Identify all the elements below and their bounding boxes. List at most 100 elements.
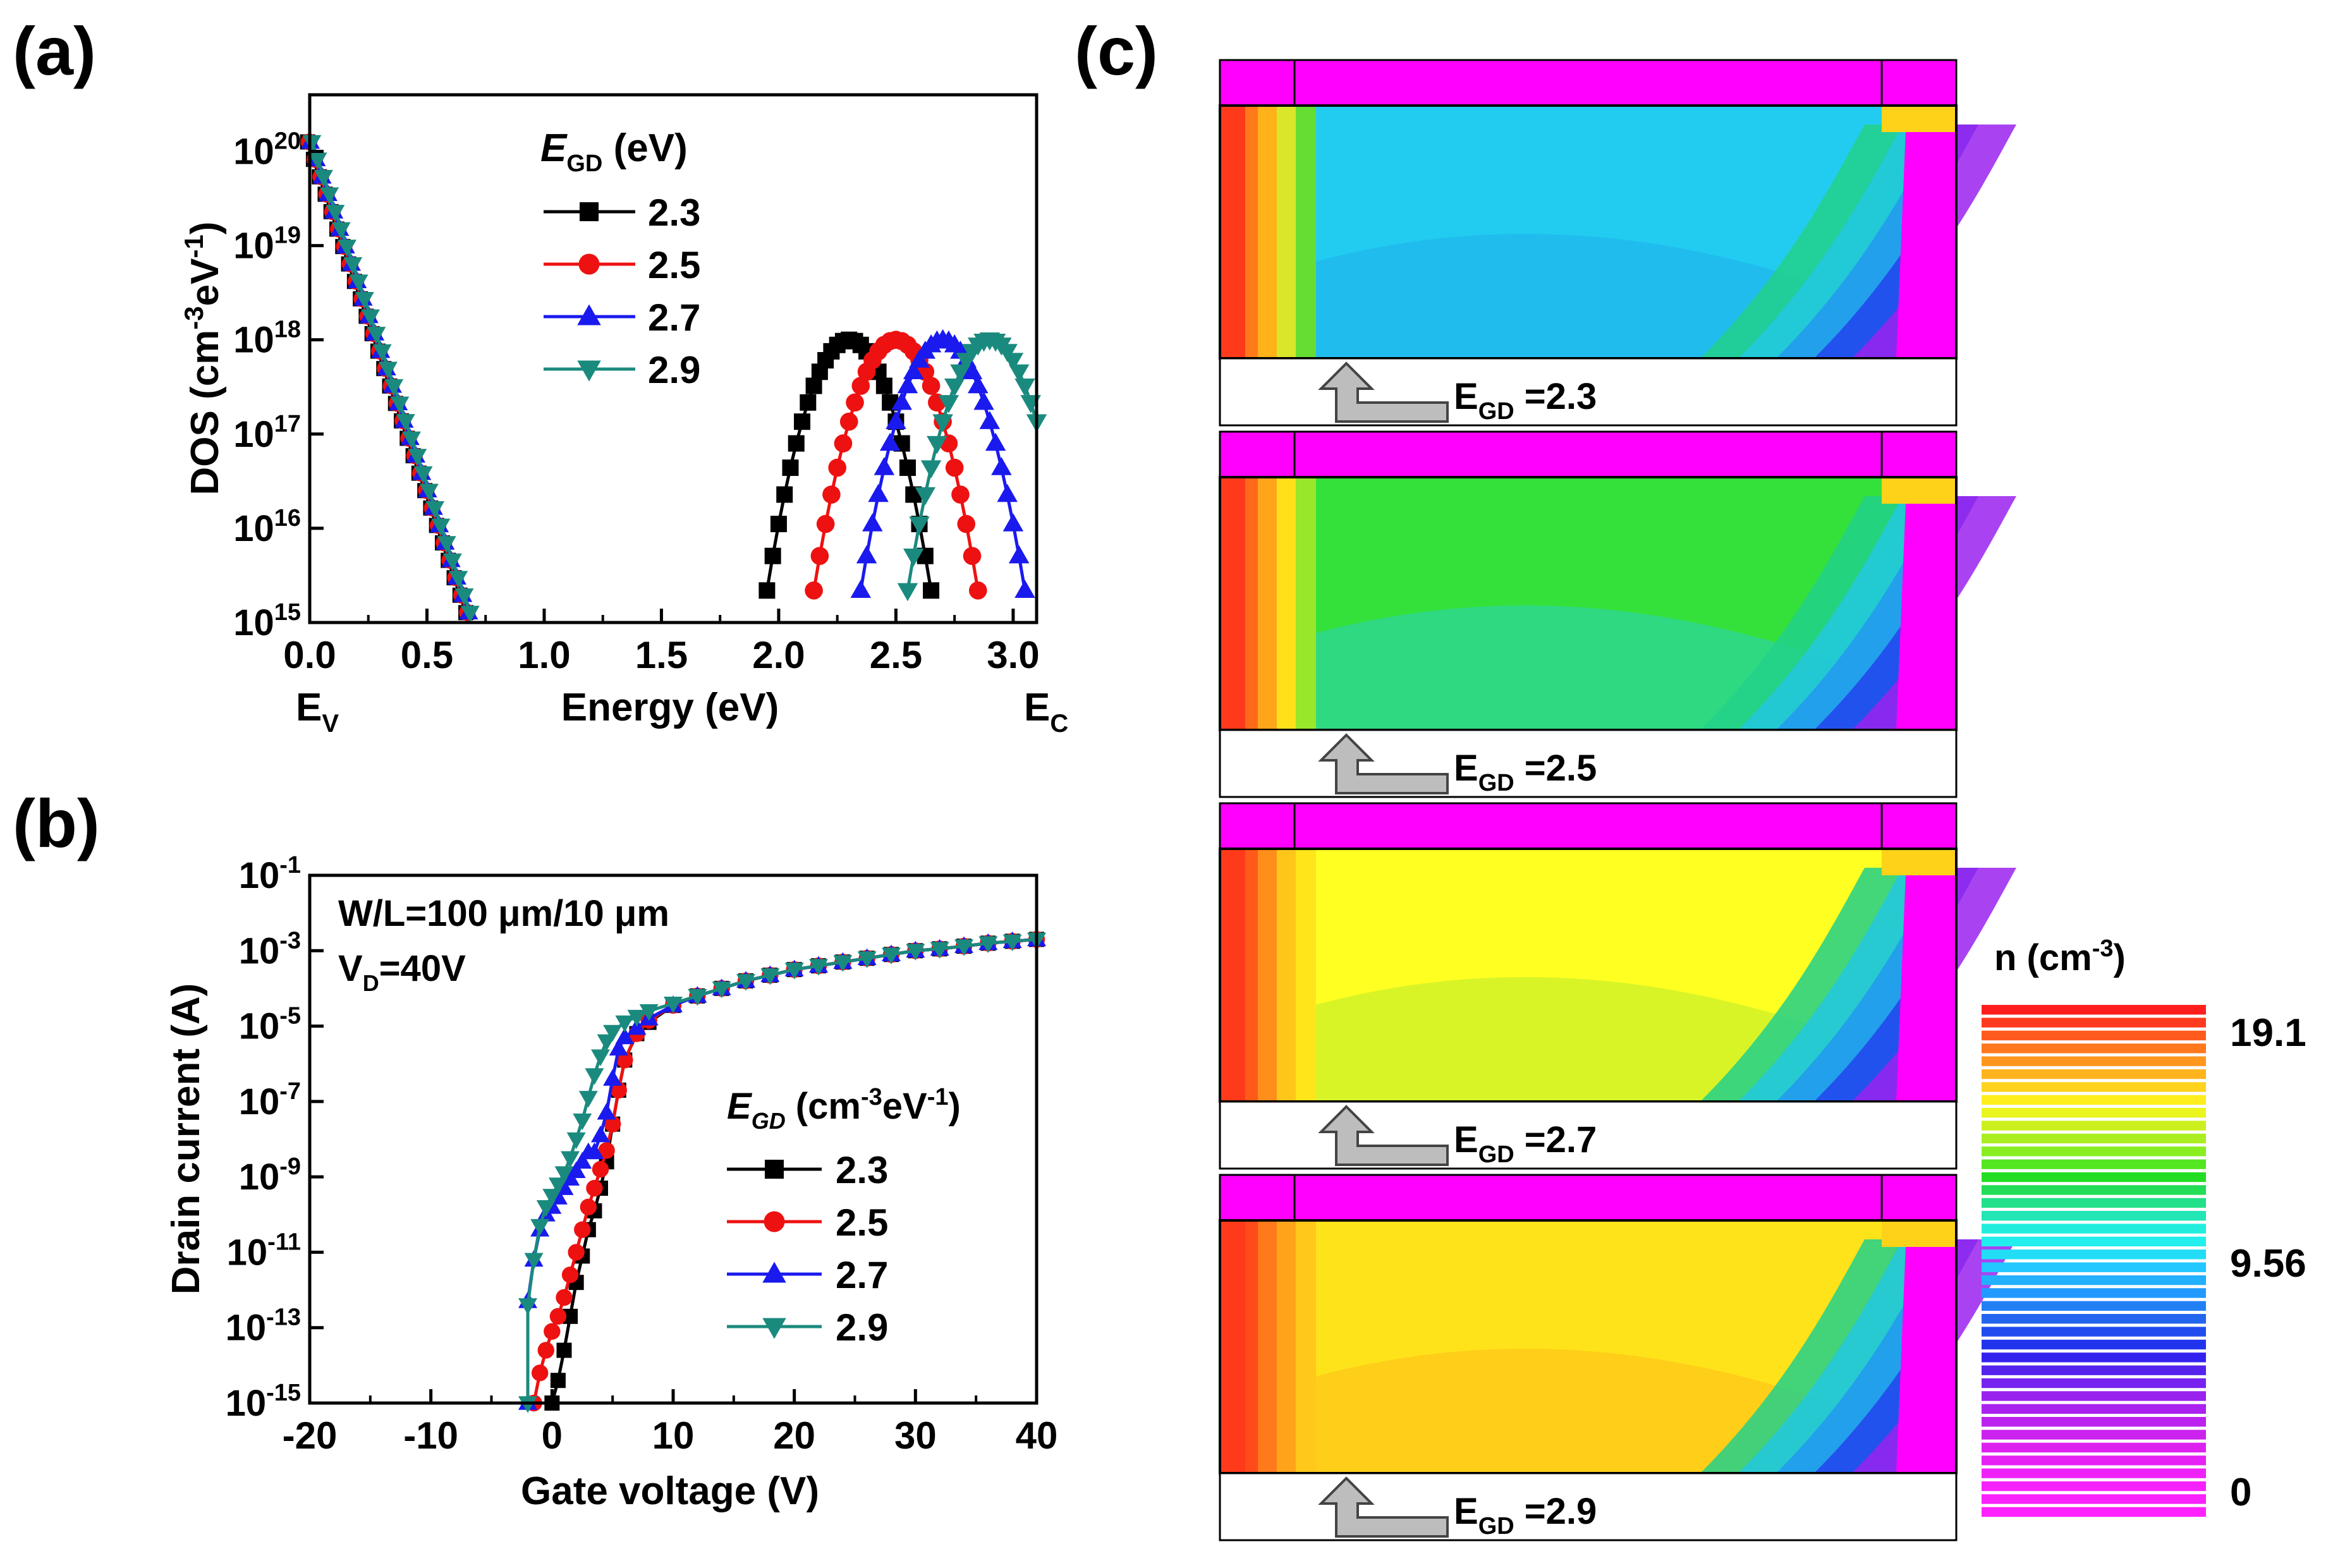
chart-b-annotation-wl: W/L=100 μm/10 μm (338, 893, 669, 934)
colorbar-tick-mid: 9.56 (2230, 1242, 2306, 1285)
chart-b-point (536, 1200, 556, 1217)
chart-b-point (554, 1166, 574, 1183)
chart-a-tail-point (454, 588, 474, 605)
legend-marker (765, 1160, 784, 1179)
panel-label-b: (b) (13, 785, 100, 861)
chart-a-gaussian-point (897, 375, 918, 394)
source-contour (1258, 849, 1278, 1102)
drain-region (1896, 1246, 1956, 1473)
chart-a-gaussian-point (920, 460, 942, 478)
colorbar-band (1982, 1442, 2206, 1453)
chart-a-gaussian-point (897, 583, 918, 602)
colorbar-band (1982, 1082, 2206, 1092)
chart-b-point (627, 1009, 647, 1027)
chart-b-point (537, 1342, 554, 1359)
drain-region (1896, 874, 1956, 1102)
chart-b-point (857, 951, 877, 968)
colorbar-band (1982, 1211, 2206, 1221)
x-tick-label: 2.5 (870, 634, 922, 676)
colorbar-band (1982, 1339, 2206, 1350)
carrier-map-2.9: EGD =2.9 (1219, 1174, 2016, 1541)
legend-marker (764, 1211, 785, 1232)
chart-a-gaussian-point (927, 435, 947, 454)
chart-a-gaussian-point (1002, 353, 1024, 371)
panel-label-a: (a) (13, 13, 96, 89)
carrier-map-2.3: EGD =2.3 (1219, 59, 2016, 427)
legend-marker (762, 1261, 786, 1283)
y-tick-label: 1015 (233, 599, 301, 643)
legend-label: 2.3 (836, 1149, 888, 1191)
chart-b-point (833, 955, 853, 972)
y-tick-label: 1016 (233, 505, 301, 549)
channel-contour (1852, 868, 2016, 1102)
arrow-icon (1318, 1105, 1449, 1166)
chart-a-tail-point (413, 466, 433, 483)
chart-b-point (930, 942, 949, 959)
chart-b-point (712, 982, 731, 999)
chart-b-point (591, 1125, 610, 1143)
arrow-icon (1318, 733, 1449, 794)
chart-c-carrier-maps: EGD =2.3 EGD =2.5 EGD =2.7 EGD =2.9 n (cm-3… (1219, 59, 2306, 1541)
chart-b-series-2.3 (544, 932, 1044, 1411)
chart-a-gaussian-point (957, 514, 976, 533)
chart-a-ev-label: EV (296, 686, 339, 738)
drain-contact-edge (1882, 1220, 1956, 1247)
legend-label: 2.9 (648, 349, 700, 391)
colorbar-band (1982, 1507, 2206, 1517)
chart-a-gaussian-point (909, 516, 930, 535)
y-tick-label: 10-3 (239, 927, 301, 971)
chart-a-gaussian-point (1002, 513, 1024, 532)
chart-a-tail-point (367, 327, 386, 344)
chart-b-point (566, 1161, 586, 1178)
chart-a-tail-point (331, 222, 351, 240)
chart-b-point (610, 1081, 627, 1099)
chart-b-ylabel: Drain current (A) (164, 983, 208, 1295)
chart-a-gaussian-point (794, 413, 811, 430)
chart-a-gaussian-point (805, 581, 823, 600)
channel-contour (1308, 976, 1852, 1102)
channel-contour (1308, 1348, 1852, 1473)
x-tick-label: 2.0 (752, 634, 805, 676)
drain-contact-edge (1882, 849, 1956, 875)
colorbar-band (1982, 1224, 2206, 1234)
y-tick-label: 1020 (233, 128, 301, 172)
chart-b-point (566, 1132, 586, 1150)
chart-a-tail-point (361, 309, 381, 327)
chart-b-xlabel: Gate voltage (V) (521, 1469, 819, 1513)
chart-b-point (809, 959, 828, 976)
panel-label-c: (c) (1075, 13, 1158, 89)
drain-contact-edge (1882, 477, 1956, 504)
chart-b-legend-item-2.5: 2.5 (727, 1201, 888, 1244)
chart-a-gaussian-point (879, 432, 901, 451)
x-tick-label: 40 (1016, 1414, 1058, 1457)
chart-a-legend-item-2.3: 2.3 (544, 191, 700, 234)
colorbar-band (1982, 1365, 2206, 1375)
chart-a-gaussian-point (1008, 364, 1030, 383)
x-tick-label: 3.0 (987, 634, 1039, 676)
chart-b-point (531, 1364, 549, 1382)
chart-b-point (736, 974, 755, 991)
chart-a-legend-title: EGD (eV) (540, 126, 688, 177)
colorbar-band (1982, 1456, 2206, 1466)
colorbar-band (1982, 1391, 2206, 1401)
colorbar-band (1982, 1030, 2206, 1041)
chart-b-series-2.9 (518, 932, 1046, 1413)
chart-b-point (954, 939, 973, 956)
chart-a-gaussian-point (997, 483, 1018, 502)
chart-a-gaussian-point (1014, 378, 1035, 397)
chart-a-gaussian-point (834, 434, 853, 453)
chart-a-tail-point (442, 553, 462, 571)
legend-marker (580, 202, 599, 221)
source-edge (1220, 477, 1245, 730)
colorbar-band (1982, 1146, 2206, 1157)
chart-a-gaussian-point (961, 361, 983, 379)
chart-b-point (580, 1198, 597, 1216)
chart-b-point (561, 1151, 580, 1168)
legend-marker (577, 304, 601, 325)
x-tick-label: -20 (283, 1414, 338, 1457)
drain-region (1896, 502, 1956, 730)
chart-b-point (616, 1052, 633, 1069)
source-edge (1220, 106, 1245, 358)
chart-a-series-2.3 (300, 134, 940, 621)
colorbar-band (1982, 1069, 2206, 1079)
